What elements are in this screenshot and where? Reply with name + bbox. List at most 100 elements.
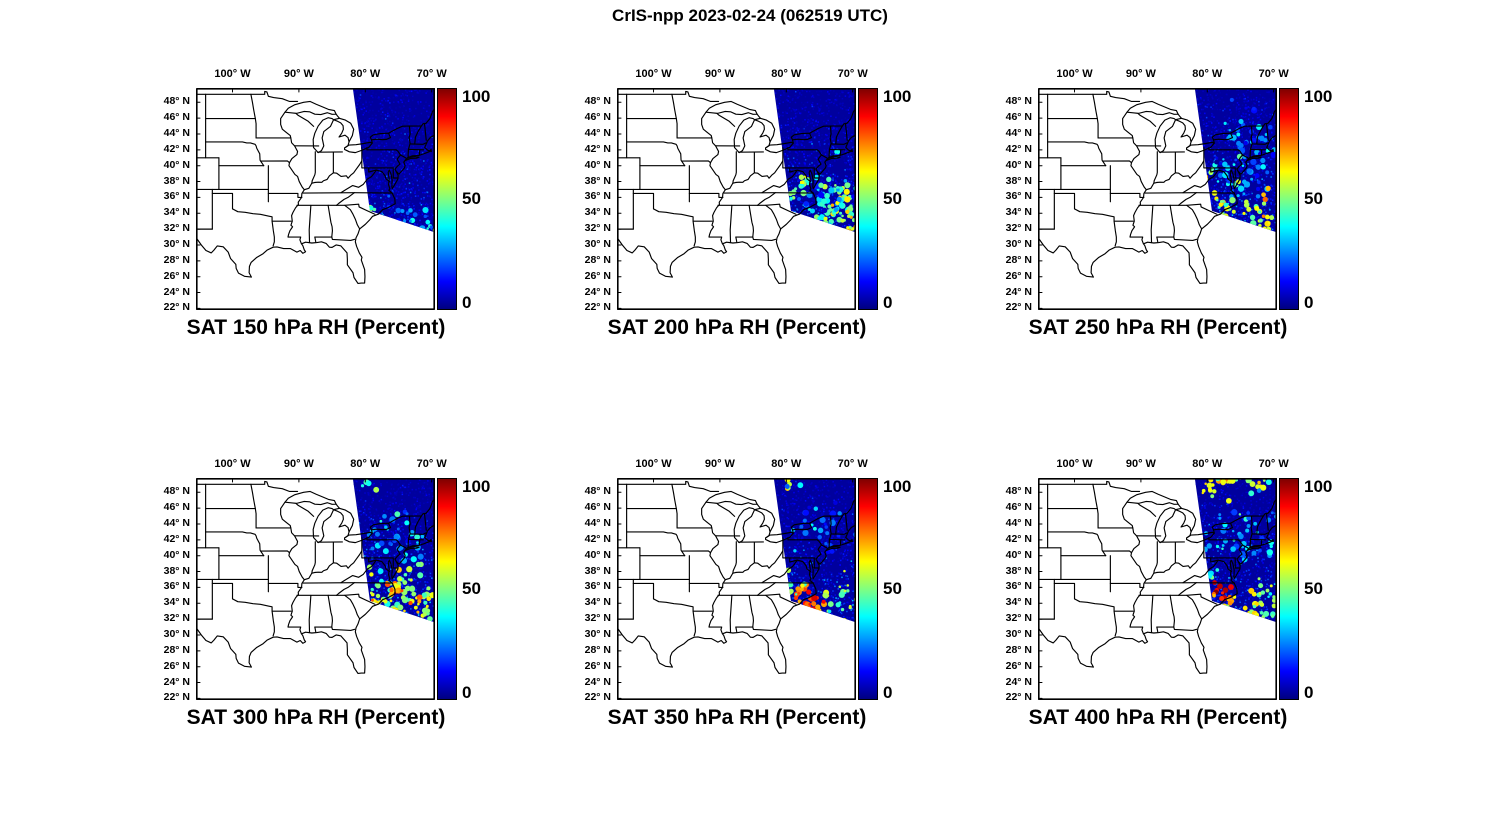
lat-tick-label: 48° N xyxy=(1005,95,1032,108)
colorbar-tick-0: 0 xyxy=(1304,683,1314,702)
lat-tick-label: 42° N xyxy=(163,142,190,155)
panel-title: SAT 200 hPa RH (Percent) xyxy=(607,316,867,339)
colorbar-tick-0: 0 xyxy=(1304,293,1314,312)
lat-tick-label: 30° N xyxy=(584,627,611,640)
panel-sat-250hpa-rh: 100 50 0 SAT 250 hPa RH (Percent) 100° W… xyxy=(1006,68,1368,353)
lon-tick-label: 90° W xyxy=(283,68,314,80)
lat-tick-label: 48° N xyxy=(1005,485,1032,498)
lon-tick-label: 90° W xyxy=(704,68,735,80)
lat-tick-label: 46° N xyxy=(163,501,190,514)
colorbar-tick-100: 100 xyxy=(883,477,912,496)
lon-tick-label: 90° W xyxy=(283,458,314,470)
panel-sat-150hpa-rh: 100 50 0 SAT 150 hPa RH (Percent) 100° W… xyxy=(164,68,526,353)
lat-tick-label: 34° N xyxy=(584,206,611,219)
lat-tick-label: 42° N xyxy=(584,532,611,545)
lat-tick-label: 30° N xyxy=(163,237,190,250)
lat-tick-label: 32° N xyxy=(584,612,611,625)
lat-tick-label: 40° N xyxy=(1005,548,1032,561)
colorbar xyxy=(858,478,878,700)
colorbar-tick-50: 50 xyxy=(883,579,902,598)
lat-tick-label: 28° N xyxy=(1005,253,1032,266)
lat-tick-label: 42° N xyxy=(584,142,611,155)
lat-tick-label: 44° N xyxy=(163,126,190,139)
panel-sat-300hpa-rh: 100 50 0 SAT 300 hPa RH (Percent) 100° W… xyxy=(164,458,526,743)
map-plot-200hpa xyxy=(617,88,856,310)
lat-tick-label: 36° N xyxy=(163,580,190,593)
panel-sat-350hpa-rh: 100 50 0 SAT 350 hPa RH (Percent) 100° W… xyxy=(585,458,947,743)
lat-tick-label: 40° N xyxy=(584,158,611,171)
lat-tick-label: 28° N xyxy=(584,643,611,656)
lon-tick-label: 70° W xyxy=(416,68,447,80)
lon-tick-label: 100° W xyxy=(1056,68,1093,80)
lon-tick-label: 90° W xyxy=(704,458,735,470)
lon-tick-label: 90° W xyxy=(1125,68,1156,80)
lat-tick-label: 44° N xyxy=(163,516,190,529)
lon-tick-label: 80° W xyxy=(1192,68,1223,80)
lat-tick-label: 24° N xyxy=(1005,675,1032,688)
lat-tick-label: 22° N xyxy=(584,691,611,704)
lat-tick-label: 38° N xyxy=(1005,174,1032,187)
colorbar-tick-0: 0 xyxy=(462,293,472,312)
lon-tick-label: 80° W xyxy=(771,68,802,80)
lat-tick-label: 46° N xyxy=(584,111,611,124)
lat-tick-label: 36° N xyxy=(1005,580,1032,593)
map-plot-150hpa xyxy=(196,88,435,310)
lat-tick-label: 22° N xyxy=(1005,301,1032,314)
lat-tick-label: 48° N xyxy=(163,95,190,108)
lat-tick-label: 36° N xyxy=(1005,190,1032,203)
colorbar xyxy=(437,88,457,310)
panel-title: SAT 300 hPa RH (Percent) xyxy=(186,706,446,729)
panel-title: SAT 350 hPa RH (Percent) xyxy=(607,706,867,729)
lon-tick-label: 100° W xyxy=(214,68,251,80)
lat-tick-label: 46° N xyxy=(584,501,611,514)
lat-tick-label: 26° N xyxy=(1005,659,1032,672)
lat-tick-label: 32° N xyxy=(163,612,190,625)
lat-tick-label: 34° N xyxy=(584,596,611,609)
lat-tick-label: 48° N xyxy=(163,485,190,498)
colorbar-tick-100: 100 xyxy=(462,477,491,496)
colorbar-tick-50: 50 xyxy=(462,189,481,208)
lat-tick-label: 46° N xyxy=(1005,501,1032,514)
lat-tick-label: 38° N xyxy=(163,174,190,187)
lat-tick-label: 24° N xyxy=(1005,285,1032,298)
lat-tick-label: 24° N xyxy=(163,675,190,688)
lat-tick-label: 38° N xyxy=(584,564,611,577)
lon-tick-label: 70° W xyxy=(837,458,868,470)
lat-tick-label: 24° N xyxy=(163,285,190,298)
colorbar-tick-50: 50 xyxy=(1304,579,1323,598)
lat-tick-label: 26° N xyxy=(584,269,611,282)
panel-sat-200hpa-rh: 100 50 0 SAT 200 hPa RH (Percent) 100° W… xyxy=(585,68,947,353)
map-plot-250hpa xyxy=(1038,88,1277,310)
lat-tick-label: 34° N xyxy=(163,206,190,219)
lon-tick-label: 100° W xyxy=(635,68,672,80)
lat-tick-label: 24° N xyxy=(584,675,611,688)
lat-tick-label: 44° N xyxy=(584,126,611,139)
lon-tick-label: 100° W xyxy=(1056,458,1093,470)
lat-tick-label: 24° N xyxy=(584,285,611,298)
lat-tick-label: 44° N xyxy=(584,516,611,529)
colorbar-tick-100: 100 xyxy=(883,87,912,106)
colorbar-tick-50: 50 xyxy=(1304,189,1323,208)
lat-tick-label: 28° N xyxy=(163,643,190,656)
lat-tick-label: 32° N xyxy=(1005,612,1032,625)
lat-tick-label: 40° N xyxy=(1005,158,1032,171)
lat-tick-label: 34° N xyxy=(1005,206,1032,219)
map-plot-300hpa xyxy=(196,478,435,700)
lat-tick-label: 40° N xyxy=(584,548,611,561)
lat-tick-label: 32° N xyxy=(584,222,611,235)
lat-tick-label: 48° N xyxy=(584,95,611,108)
map-plot-350hpa xyxy=(617,478,856,700)
lon-tick-label: 70° W xyxy=(416,458,447,470)
lat-tick-label: 32° N xyxy=(163,222,190,235)
lat-tick-label: 34° N xyxy=(163,596,190,609)
lat-tick-label: 46° N xyxy=(163,111,190,124)
lat-tick-label: 38° N xyxy=(584,174,611,187)
lat-tick-label: 30° N xyxy=(584,237,611,250)
colorbar-tick-50: 50 xyxy=(883,189,902,208)
panel-title: SAT 250 hPa RH (Percent) xyxy=(1028,316,1288,339)
lat-tick-label: 32° N xyxy=(1005,222,1032,235)
lat-tick-label: 26° N xyxy=(163,659,190,672)
lat-tick-label: 30° N xyxy=(1005,237,1032,250)
lat-tick-label: 26° N xyxy=(584,659,611,672)
